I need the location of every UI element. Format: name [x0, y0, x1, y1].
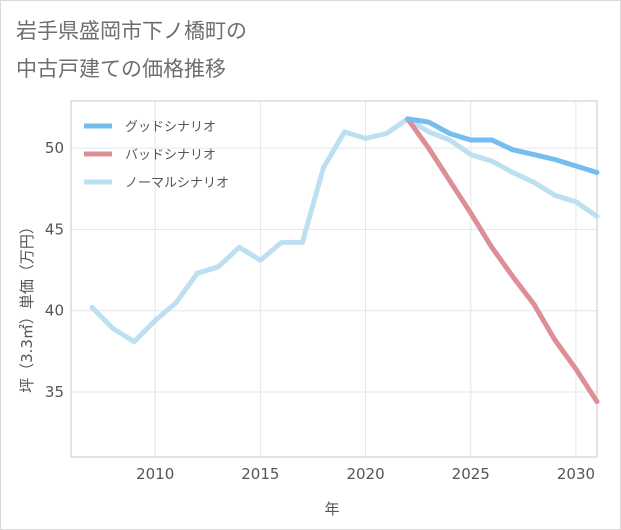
- x-tick-2010: 2010: [136, 465, 174, 483]
- chart-title: 岩手県盛岡市下ノ橋町の 中古戸建ての価格推移: [16, 12, 247, 88]
- legend-label-good: グッドシナリオ: [125, 120, 216, 135]
- x-tick-2030: 2030: [557, 465, 595, 483]
- chart-title-line-2: 中古戸建ての価格推移: [16, 57, 226, 81]
- legend-label-normal: ノーマルシナリオ: [125, 176, 229, 191]
- legend-label-bad: バッドシナリオ: [125, 148, 216, 163]
- x-tick-2025: 2025: [452, 465, 490, 483]
- y-tick-45: 45: [45, 220, 64, 238]
- series-line-normal: [89, 116, 600, 345]
- y-tick-labels: 35 40 45 50: [45, 139, 64, 401]
- x-tick-2020: 2020: [346, 465, 384, 483]
- series-lines: [89, 116, 600, 405]
- y-tick-35: 35: [45, 383, 64, 401]
- y-tick-40: 40: [45, 302, 64, 320]
- series-line-good: [405, 116, 600, 175]
- chart-title-line-1: 岩手県盛岡市下ノ橋町の: [16, 19, 247, 43]
- y-tick-50: 50: [45, 139, 64, 157]
- grid-lines: [71, 101, 597, 457]
- x-tick-labels: 2010 2015 2020 2025 2030: [136, 465, 595, 483]
- y-axis-label: 坪（3.3㎡）単価（万円）: [18, 219, 36, 393]
- x-tick-2015: 2015: [241, 465, 279, 483]
- series-line-bad: [405, 116, 600, 405]
- x-axis-label: 年: [324, 500, 339, 518]
- plot-area: [70, 100, 598, 458]
